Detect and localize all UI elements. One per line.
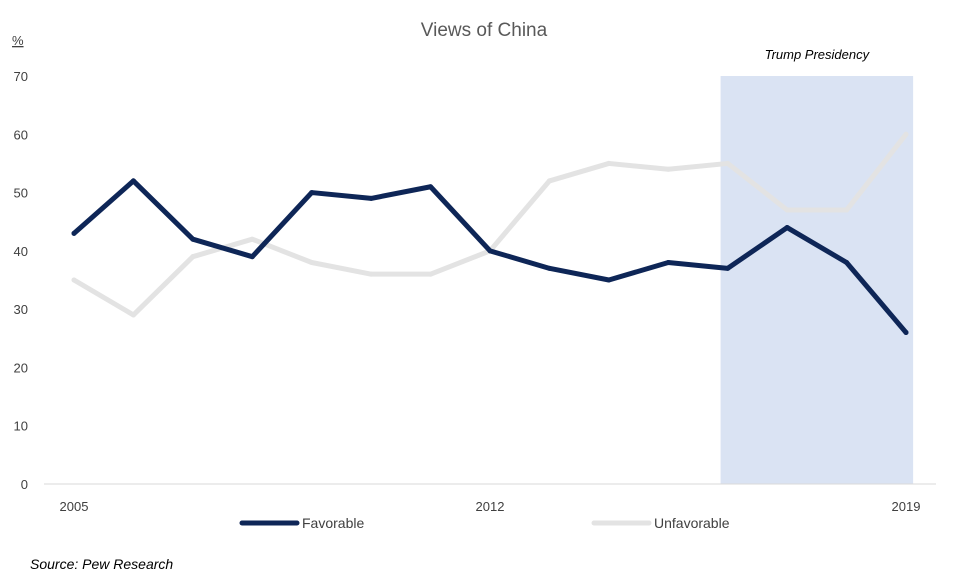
data-point-unfavorable — [368, 271, 374, 277]
chart-title: Views of China — [421, 20, 548, 41]
trump-presidency-band — [720, 76, 914, 484]
y-tick-label: 50 — [14, 186, 28, 201]
data-point-favorable — [71, 230, 77, 236]
data-point-unfavorable — [784, 207, 790, 213]
y-tick-label: 20 — [14, 360, 28, 375]
data-point-unfavorable — [546, 178, 552, 184]
legend-label: Unfavorable — [654, 515, 730, 531]
source-note: Source: Pew Research — [30, 556, 173, 572]
data-point-unfavorable — [725, 160, 731, 166]
data-point-favorable — [249, 254, 255, 260]
data-point-unfavorable — [249, 236, 255, 242]
y-tick-label: 30 — [14, 302, 28, 317]
data-point-unfavorable — [190, 254, 196, 260]
data-point-favorable — [606, 277, 612, 283]
data-point-favorable — [368, 195, 374, 201]
data-point-favorable — [487, 248, 493, 254]
data-point-favorable — [725, 265, 731, 271]
data-point-favorable — [428, 184, 434, 190]
data-point-unfavorable — [665, 166, 671, 172]
legend-item-unfavorable: Unfavorable — [591, 515, 730, 531]
data-point-unfavorable — [428, 271, 434, 277]
y-tick-label: 40 — [14, 244, 28, 259]
y-tick-label: 60 — [14, 127, 28, 142]
data-point-favorable — [903, 329, 909, 335]
y-tick-label: 70 — [14, 69, 28, 84]
legend-label: Favorable — [302, 515, 364, 531]
y-unit-label: % — [12, 33, 24, 48]
data-point-unfavorable — [844, 207, 850, 213]
y-tick-label: 0 — [21, 477, 28, 492]
data-point-unfavorable — [71, 277, 77, 283]
trump-presidency-label: Trump Presidency — [765, 47, 871, 62]
x-tick-label: 2019 — [892, 499, 921, 514]
y-tick-label: 10 — [14, 419, 28, 434]
data-point-unfavorable — [130, 312, 136, 318]
data-point-favorable — [784, 225, 790, 231]
data-point-favorable — [546, 265, 552, 271]
data-point-unfavorable — [903, 131, 909, 137]
data-point-favorable — [309, 190, 315, 196]
x-tick-label: 2005 — [60, 499, 89, 514]
data-point-favorable — [190, 236, 196, 242]
legend-item-favorable: Favorable — [239, 515, 364, 531]
data-point-favorable — [130, 178, 136, 184]
data-point-favorable — [665, 260, 671, 266]
data-point-favorable — [844, 260, 850, 266]
data-point-unfavorable — [309, 260, 315, 266]
x-tick-label: 2012 — [476, 499, 505, 514]
data-point-unfavorable — [606, 160, 612, 166]
